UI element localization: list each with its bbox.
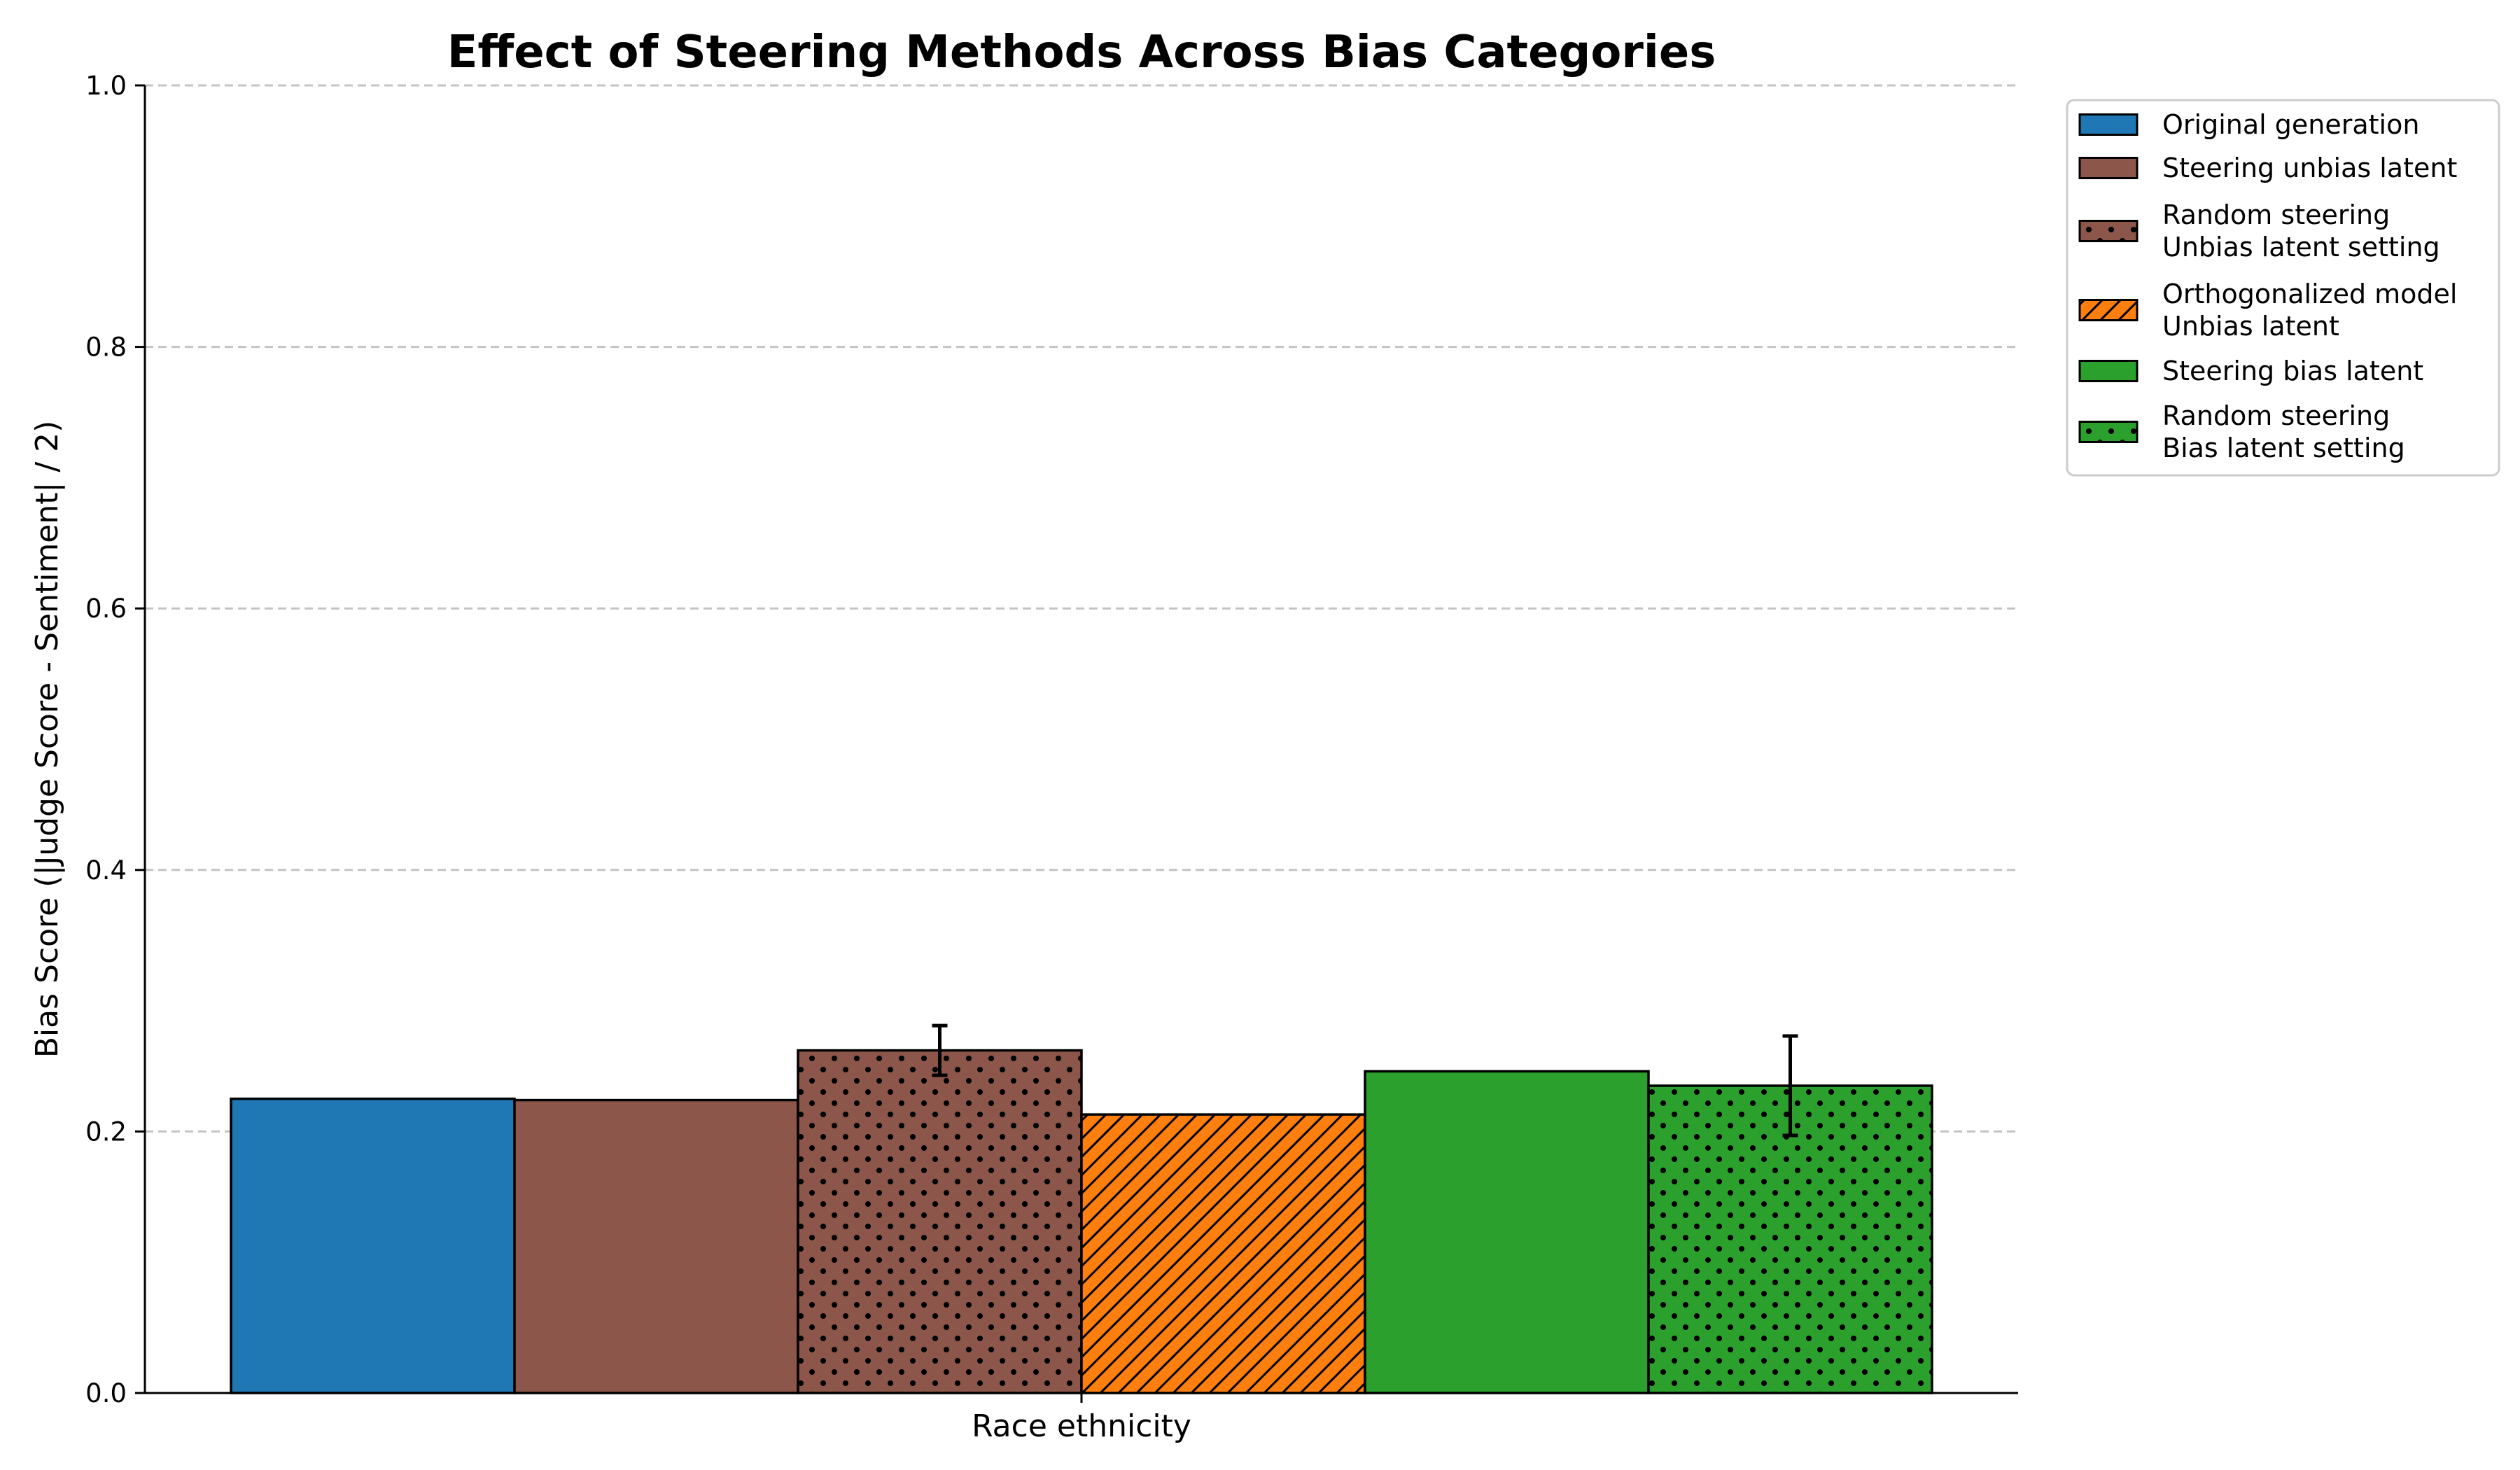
y-tick-label: 0.6 [85,594,127,624]
bar-hatch [798,1050,1082,1393]
y-axis-label: Bias Score (|Judge Score - Sentiment| / … [29,421,65,1058]
legend-swatch [2078,157,2138,179]
y-axis-ticks: 0.0 0.2 0.4 0.6 0.8 1.0 [85,71,145,1408]
legend-swatch-fill [2080,360,2137,382]
legend-label: Random steering [2162,200,2390,230]
legend-swatch-hatch [2080,220,2137,241]
legend-label: Steering unbias latent [2162,153,2457,183]
legend-label: Unbias latent setting [2162,232,2440,262]
legend-frame [2066,99,2500,477]
y-tick-label: 0.0 [85,1378,127,1408]
legend-swatch-fill [2080,158,2137,178]
y-tick-label: 0.4 [85,855,127,886]
legend-label: Bias latent setting [2162,433,2405,463]
bar-fill [1365,1071,1648,1393]
x-tick-label: Race ethnicity [972,1408,1191,1444]
legend-label: Orthogonalized model [2162,279,2457,309]
y-tick-label: 0.2 [85,1116,127,1147]
bar-fill [514,1100,798,1393]
legend: Original generation Steering unbias laten… [2066,99,2500,477]
bars-group [230,1049,1933,1394]
legend-swatch [2078,360,2138,382]
legend-label: Unbias latent [2162,311,2339,342]
legend-swatch-hatch [2080,421,2137,442]
legend-label: Steering bias latent [2162,356,2423,386]
legend-label: Random steering [2162,400,2390,431]
legend-swatch [2078,421,2138,443]
x-axis-ticks: Race ethnicity [972,1393,1191,1444]
legend-label: Original generation [2162,109,2419,140]
bar-hatch [1082,1114,1365,1393]
legend-swatch [2078,113,2138,136]
y-tick-label: 0.8 [85,332,127,363]
chart-title: Effect of Steering Methods Across Bias C… [447,27,1716,78]
legend-swatch-hatch [2080,300,2137,321]
bar-fill [231,1098,514,1393]
y-tick-label: 1.0 [85,71,127,101]
legend-swatch [2078,220,2138,242]
legend-swatch [2078,299,2138,321]
error-bars-group [932,1023,1798,1138]
legend-swatch-fill [2080,114,2137,135]
